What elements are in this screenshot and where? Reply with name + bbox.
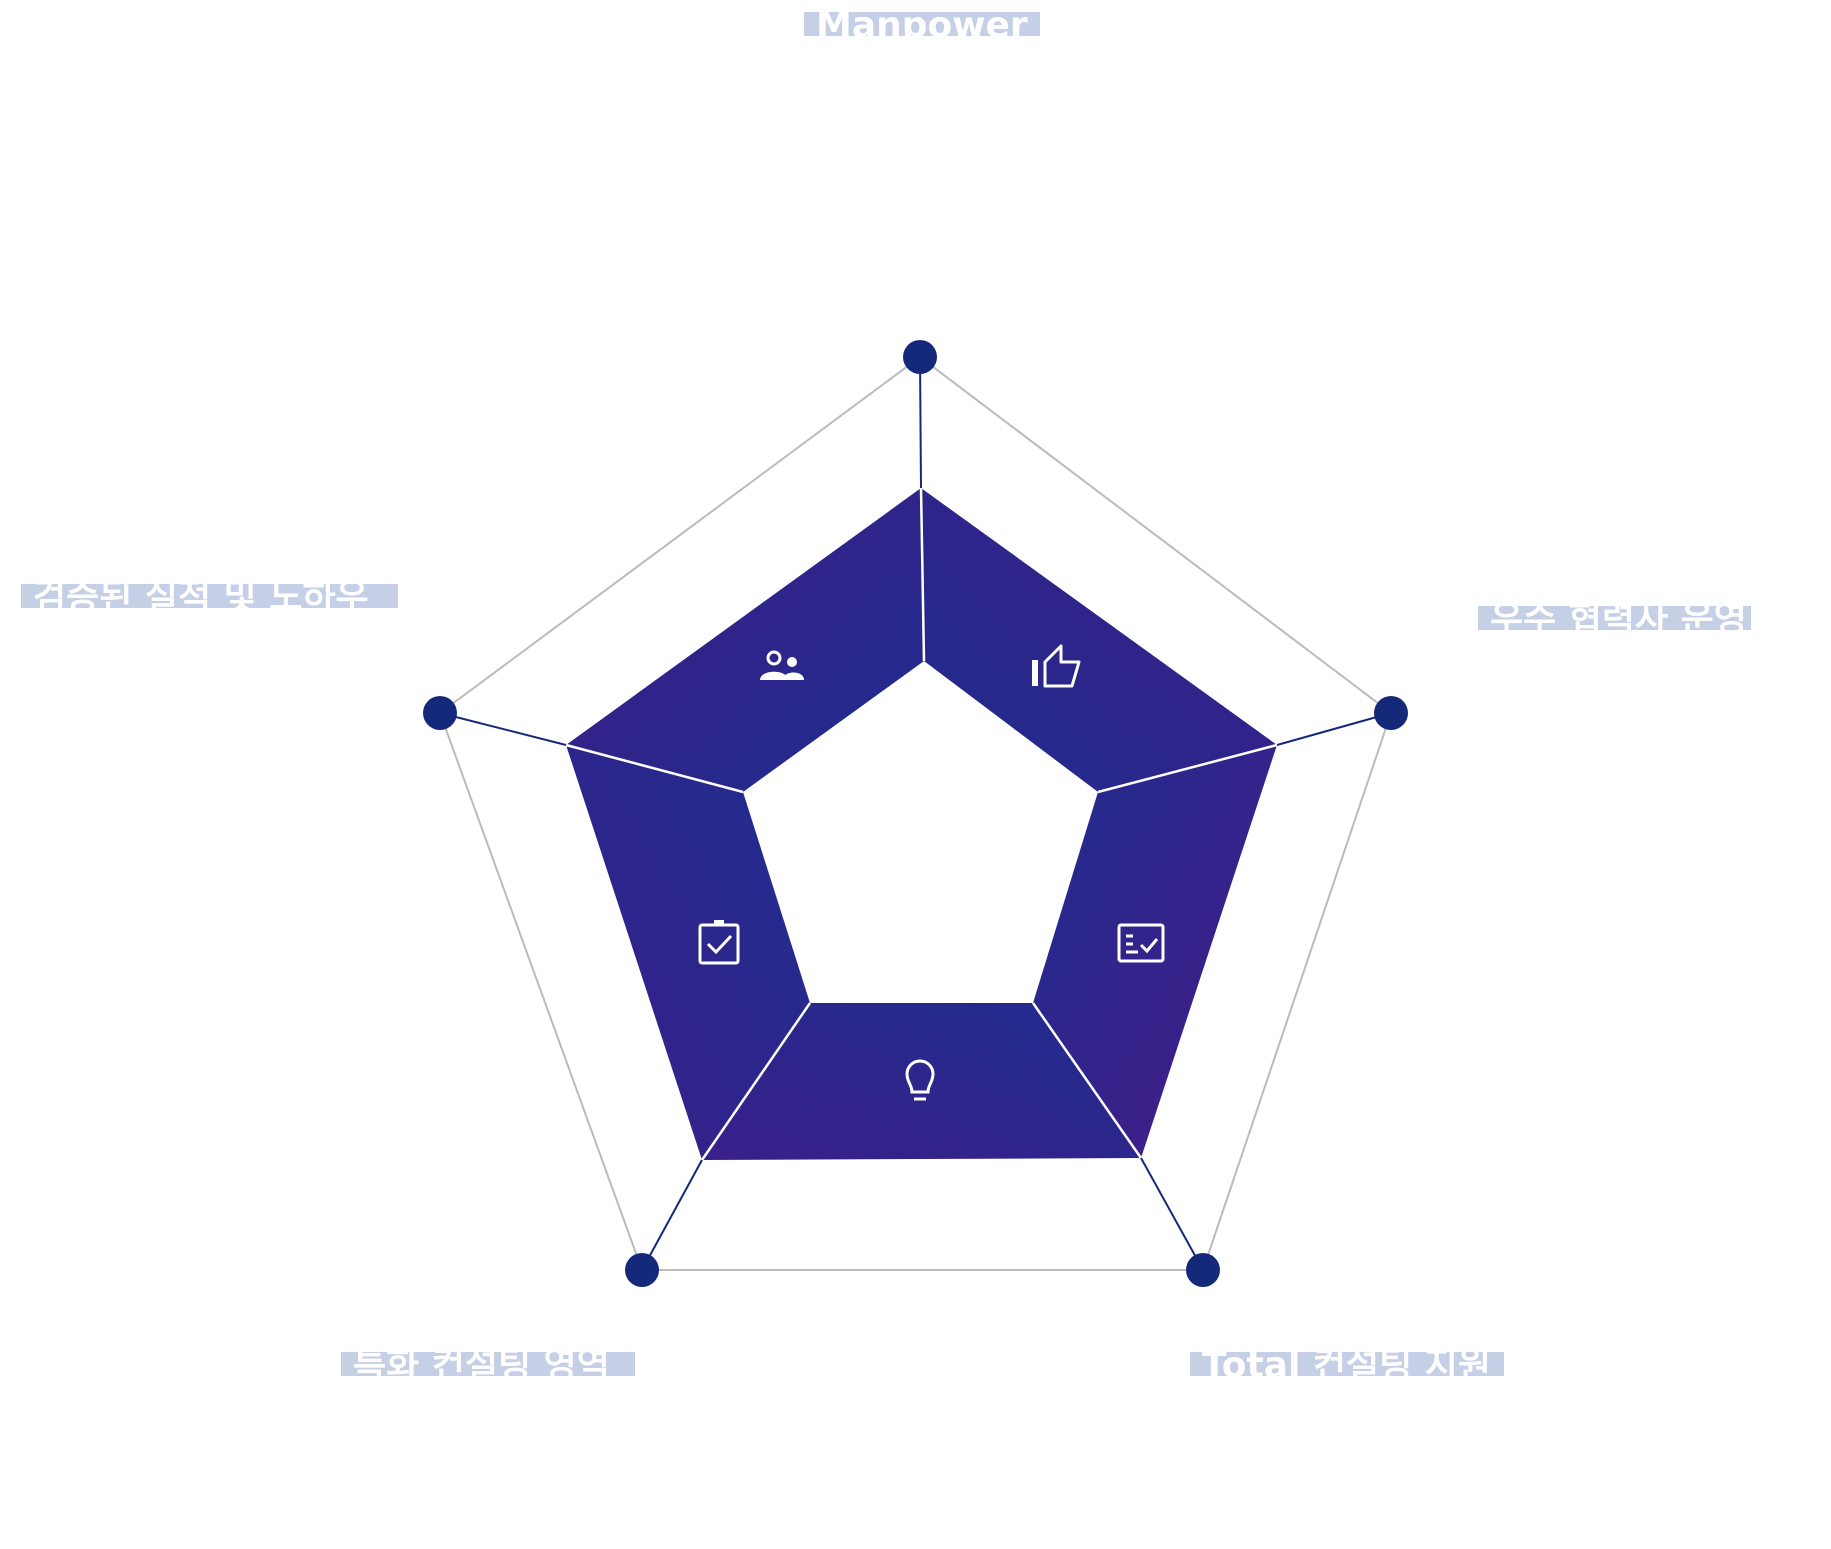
- vertex-marker-left: [423, 696, 457, 730]
- spokes: [439, 356, 1392, 1271]
- users-icon: [760, 650, 804, 680]
- band-segment-right: [1033, 745, 1277, 1158]
- axis-label-partner-operation-text: 우수 협력사 운영: [1490, 606, 1747, 630]
- axis-label-proven-record-text: 검증된 실적 및 노하우: [33, 584, 369, 608]
- vertex-marker-bottom-left: [625, 1253, 659, 1287]
- lightbulb-icon: [905, 1059, 935, 1101]
- band-segment-bottom: [702, 1003, 1141, 1160]
- axis-label-specialized-consulting: 특화 컨설팅 영역: [341, 1352, 635, 1376]
- axis-label-proven-record: 검증된 실적 및 노하우: [21, 584, 398, 608]
- vertex-marker-bottom-right: [1186, 1253, 1220, 1287]
- segment-separators: [565, 487, 1278, 1161]
- thumbs-up-icon: [1032, 644, 1081, 688]
- axis-label-total-consulting-text: Total 컨설팅 지원: [1202, 1352, 1492, 1376]
- axis-label-partner-operation: 우수 협력사 운영: [1478, 606, 1751, 630]
- axis-label-manpower-text: Manpower: [816, 12, 1028, 36]
- axis-label-total-consulting: Total 컨설팅 지원: [1190, 1352, 1504, 1376]
- axis-label-specialized-consulting-text: 특화 컨설팅 영역: [353, 1352, 610, 1376]
- vertex-marker-top: [903, 340, 937, 374]
- clipboard-check-icon: [698, 920, 740, 965]
- band-segment-top-left: [566, 488, 924, 792]
- axis-label-manpower: Manpower: [804, 12, 1040, 36]
- band-segment-top-right: [921, 488, 1277, 792]
- band-segment-left: [566, 745, 810, 1160]
- checklist-icon: [1117, 923, 1165, 963]
- vertex-marker-right: [1374, 696, 1408, 730]
- outer-frame: [438, 355, 1393, 1271]
